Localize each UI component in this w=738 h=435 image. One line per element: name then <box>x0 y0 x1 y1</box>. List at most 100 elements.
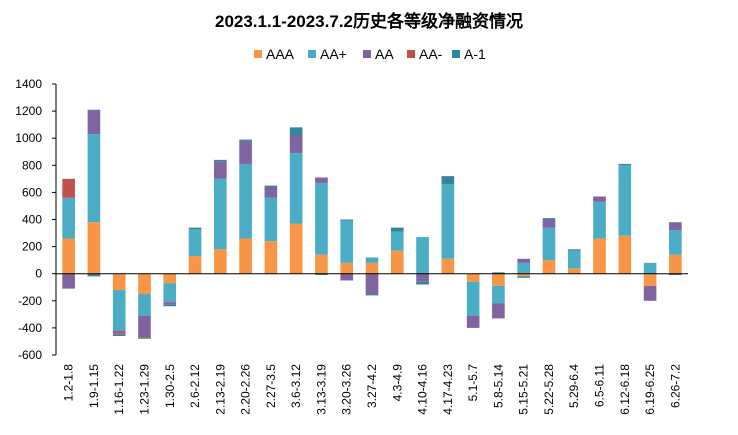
bar-segment <box>87 222 101 274</box>
bar-segment <box>669 254 682 274</box>
bar-segment <box>188 228 202 257</box>
bar-segment <box>239 139 252 141</box>
bar-segment <box>163 273 177 284</box>
x-tick-label: 6.12-6.18 <box>618 364 632 415</box>
legend-swatch-aaa <box>254 50 262 58</box>
bar-segment <box>112 273 126 290</box>
bar-segment <box>618 163 632 166</box>
bar-segment <box>289 153 303 224</box>
bar-segment <box>289 223 303 274</box>
x-tick-label: 1.2-1.8 <box>62 364 76 402</box>
bar-segment <box>466 273 480 282</box>
x-tick-label: 4.3-4.9 <box>390 364 404 402</box>
bar-segment <box>441 184 455 259</box>
y-tick-label: 1400 <box>15 77 42 91</box>
bar-segment <box>416 281 429 285</box>
legend-label: AAA <box>266 46 295 62</box>
bar-segment <box>188 227 202 229</box>
x-tick-label: 5.1-5.7 <box>466 364 480 402</box>
y-tick-label: 0 <box>35 267 42 281</box>
bar-segment <box>87 134 101 223</box>
bar-segment <box>138 336 151 338</box>
bar-segment <box>593 238 606 274</box>
y-tick-label: -600 <box>18 348 42 362</box>
bar-segment <box>517 262 530 274</box>
bar-segment <box>62 197 75 239</box>
bar-segment <box>618 165 632 236</box>
bar-segment <box>315 177 328 183</box>
bar-segment <box>492 273 505 286</box>
x-tick-label: 1.23-1.29 <box>137 364 151 415</box>
chart-title: 2023.1.1-2023.7.2历史各等级净融资情况 <box>215 11 523 31</box>
x-tick-label: 2.20-2.26 <box>239 364 253 415</box>
bar-segment <box>542 227 556 261</box>
bar-segment <box>365 273 379 295</box>
bar-segment <box>517 273 530 277</box>
bar-segment <box>264 186 278 198</box>
y-tick-label: 800 <box>22 158 42 172</box>
y-tick-label: 400 <box>22 213 42 227</box>
bar-segment <box>264 241 278 274</box>
bar-layer <box>62 109 682 339</box>
bar-segment <box>416 273 429 282</box>
bar-segment <box>643 285 657 301</box>
bar-segment <box>239 238 252 274</box>
bar-segment <box>441 258 455 274</box>
x-tick-label: 4.10-4.16 <box>416 364 430 415</box>
bar-segment <box>112 289 126 331</box>
legend-swatch-aa- <box>407 50 415 58</box>
bar-segment <box>390 250 404 274</box>
bar-segment <box>138 294 151 316</box>
bar-segment <box>62 273 75 289</box>
x-tick-label: 6.19-6.25 <box>643 364 657 415</box>
bar-segment <box>340 262 354 274</box>
bar-segment <box>542 218 556 220</box>
y-tick-label: 200 <box>22 240 42 254</box>
x-tick-label: 2.13-2.19 <box>213 364 227 415</box>
bar-segment <box>239 140 252 164</box>
bar-segment <box>365 262 379 274</box>
y-tick-label: 1200 <box>15 104 42 118</box>
bar-segment <box>315 254 328 274</box>
y-axis: -600 -400 -200 0 200 400 600 800 1000 1200 1400 <box>15 77 57 362</box>
bar-segment <box>87 109 101 135</box>
x-tick-label: 3.6-3.12 <box>289 364 303 408</box>
bar-segment <box>340 273 354 281</box>
x-tick-label: 2.6-2.12 <box>188 364 202 408</box>
y-tick-label: -400 <box>18 321 42 335</box>
bar-segment <box>239 163 252 239</box>
bar-segment <box>315 273 328 276</box>
bar-segment <box>340 220 354 263</box>
legend-label: AA- <box>419 46 443 62</box>
legend-label: A-1 <box>464 46 486 62</box>
chart-legend: AAA AA+ AA AA- A-1 <box>254 46 486 62</box>
bar-segment <box>214 178 227 250</box>
legend-swatch-aa- <box>308 50 316 58</box>
bar-segment <box>188 256 202 274</box>
x-tick-label: 6.26-7.2 <box>668 364 682 408</box>
x-tick-label: 5.8-5.14 <box>491 364 505 408</box>
x-tick-label: 4.17-4.23 <box>441 364 455 415</box>
bar-segment <box>163 304 177 307</box>
bar-segment <box>264 197 278 242</box>
x-tick-label: 2.27-3.5 <box>264 364 278 408</box>
bar-segment <box>618 235 632 274</box>
bar-segment <box>492 272 505 274</box>
x-axis: 1.2-1.8 1.9-1.15 1.16-1.22 1.23-1.29 1.30-2.… <box>56 273 688 415</box>
x-tick-label: 5.15-5.21 <box>517 364 531 415</box>
bar-segment <box>567 268 581 274</box>
bar-segment <box>643 273 657 286</box>
x-tick-label: 5.29-6.4 <box>567 364 581 408</box>
bar-segment <box>466 281 480 316</box>
bar-segment <box>289 127 303 136</box>
legend-label: AA <box>375 46 394 62</box>
bar-segment <box>340 219 354 221</box>
bar-segment <box>643 262 657 274</box>
x-tick-label: 5.22-5.28 <box>542 364 556 415</box>
bar-segment <box>365 294 379 296</box>
bar-segment <box>163 302 177 305</box>
bar-segment <box>112 333 126 335</box>
legend-swatch-aa <box>363 50 371 58</box>
bar-segment <box>214 159 227 162</box>
